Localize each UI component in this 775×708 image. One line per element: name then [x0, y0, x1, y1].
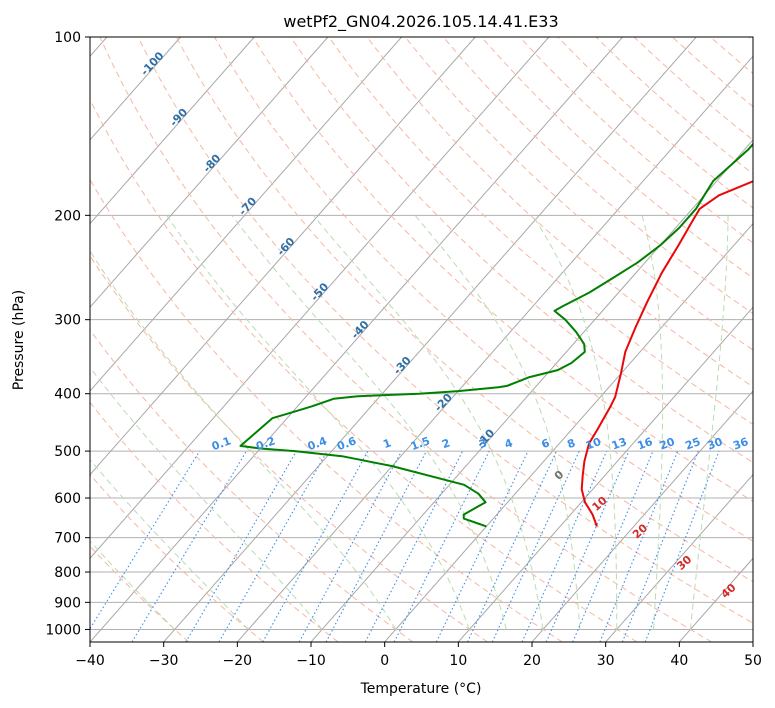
mixing-ratio-label: 0.4 [306, 434, 329, 453]
x-tick-label: −30 [149, 653, 179, 669]
isotherm-line [531, 390, 753, 642]
moist-adiabat-line [90, 250, 397, 630]
dry-adiabat-line [90, 254, 488, 642]
dry-adiabat-line [90, 178, 563, 642]
mixing-ratio-line [262, 450, 369, 642]
y-tick-label: 800 [54, 565, 81, 581]
isotherm-line [90, 37, 181, 141]
isotherm-line [90, 37, 623, 642]
x-tick-label: 20 [523, 653, 541, 669]
y-tick-label: 500 [54, 444, 81, 460]
y-tick-label: 400 [54, 387, 81, 403]
dry-adiabat-line [328, 37, 753, 425]
mixing-ratio-label: 0.1 [210, 434, 233, 453]
y-tick-label: 1000 [45, 622, 81, 638]
dry-adiabat-line [90, 545, 190, 642]
mixing-ratio-line [218, 450, 328, 642]
mixing-ratio-line [298, 450, 403, 642]
x-tick-label: −10 [296, 653, 326, 669]
mixing-ratio-label: 1 [381, 436, 393, 451]
mixing-ratio-label: 8 [565, 436, 577, 451]
dry-adiabat-line [90, 328, 414, 642]
mixing-ratio-label: 30 [706, 435, 725, 453]
isotherm-line [163, 37, 697, 642]
y-tick-label: 300 [54, 313, 81, 329]
mixing-ratio-line [435, 450, 529, 642]
moist-adiabat-line [231, 215, 507, 630]
mixing-ratio-line [491, 450, 580, 642]
dry-adiabat-line [99, 37, 712, 642]
x-tick-label: 50 [744, 653, 762, 669]
mixing-ratio-line [131, 450, 247, 642]
mixing-ratio-label: 20 [658, 435, 677, 453]
dry-adiabat-line [90, 98, 638, 642]
isotherm-line [90, 37, 476, 476]
mixing-ratio-label: 16 [636, 435, 655, 453]
mixing-ratio-line [90, 450, 201, 630]
y-tick-label: 100 [54, 30, 81, 46]
isotherm-line [90, 37, 550, 560]
x-axis-label: Temperature (°C) [360, 681, 482, 697]
mixing-ratio-label: 13 [610, 435, 629, 452]
mixing-ratio-line [521, 450, 608, 642]
x-tick-label: −20 [223, 653, 253, 669]
moist-adiabat-line [641, 215, 664, 630]
mixing-ratio-label: 6 [540, 436, 552, 451]
moist-adiabat-line [90, 540, 176, 630]
mixing-ratio-label: 0.6 [335, 434, 358, 453]
dry-adiabat-line [290, 37, 753, 464]
moist-adiabat-line [90, 458, 249, 630]
dewpoint-profile-line [239, 142, 753, 528]
mixing-ratio-line [185, 450, 297, 642]
dry-adiabat-line [137, 37, 753, 624]
mixing-ratio-label: 1.5 [409, 434, 432, 453]
isotherm-line [384, 222, 753, 642]
mixing-ratio-label: 2 [440, 436, 452, 451]
chart-title: wetPf2_GN04.2026.105.14.41.E33 [283, 12, 558, 32]
moist-adiabat-line [313, 214, 544, 630]
x-tick-label: 0 [380, 653, 389, 669]
y-axis-label: Pressure (hPa) [11, 290, 27, 390]
mixing-ratio-line [467, 450, 558, 642]
y-tick-label: 700 [54, 531, 81, 547]
isotherm-line [90, 37, 402, 392]
x-tick-label: 10 [449, 653, 467, 669]
isotherm-line [236, 55, 753, 642]
mixing-ratio-label: 36 [731, 435, 750, 453]
isotherm-line [605, 473, 753, 642]
mixing-ratio-label: 25 [683, 435, 702, 452]
mixing-ratio-label: 0.2 [254, 434, 277, 453]
dry-adiabat-line [213, 37, 753, 542]
moist-adiabat-line [532, 215, 618, 630]
mixing-ratio-label: 10 [584, 435, 603, 453]
moist-adiabat-line [689, 215, 729, 630]
mixing-ratio-line [572, 450, 654, 642]
x-tick-label: 40 [670, 653, 688, 669]
isotherm-line [90, 37, 255, 225]
y-tick-label: 600 [54, 491, 81, 507]
x-tick-label: −40 [75, 653, 105, 669]
moist-adiabat-line [414, 214, 581, 630]
dry-adiabat-line [90, 473, 264, 642]
isotherm-line [457, 306, 753, 642]
temperature-profile-line [580, 180, 753, 527]
dry-adiabat-line [252, 37, 753, 503]
mixing-ratio-label: 3 [477, 436, 489, 451]
plot-frame [89, 36, 754, 643]
x-tick-label: 30 [597, 653, 615, 669]
dry-adiabat-line [90, 401, 339, 642]
y-tick-label: 200 [54, 208, 81, 224]
mixing-ratio-line [545, 450, 630, 642]
mixing-ratio-label: 4 [503, 436, 515, 451]
dry-adiabat-line [175, 37, 753, 583]
y-tick-label: 900 [54, 595, 81, 611]
isotherm-line [90, 37, 329, 309]
